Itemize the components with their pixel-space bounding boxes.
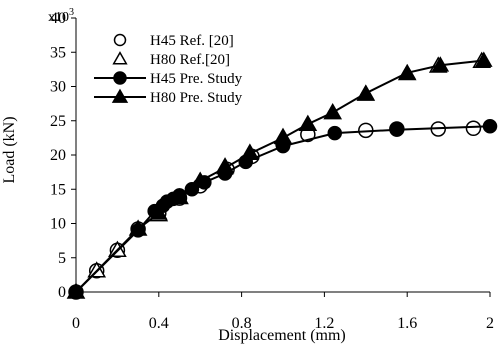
data-point [465, 120, 482, 137]
data-point [241, 144, 259, 160]
data-point [299, 115, 317, 131]
x-tick-label: 2 [486, 315, 494, 332]
legend-entry-1: H80 Ref.[20] [112, 51, 230, 68]
y-tick-label: 10 [50, 216, 66, 233]
legend-marker [111, 88, 129, 103]
data-point [482, 118, 498, 134]
series-line [75, 59, 484, 293]
legend-entry-2: H45 Pre. Study [94, 71, 243, 87]
series-1 [66, 51, 492, 299]
y-tick-label: 20 [50, 147, 66, 164]
data-point [150, 204, 168, 220]
legend-marker [113, 71, 127, 85]
data-point [327, 125, 342, 141]
data-point [191, 172, 209, 188]
legend-marker [112, 51, 128, 65]
y-tick-label: 5 [58, 250, 66, 267]
legend-entry-0: H45 Ref. [20] [113, 33, 234, 49]
x-tick-label: 0 [72, 315, 80, 332]
series-2 [68, 118, 498, 300]
legend-label: H80 Pre. Study [150, 90, 243, 106]
legend-label: H80 Ref.[20] [150, 52, 230, 68]
data-point [431, 56, 450, 72]
y-tick-label: 30 [50, 79, 66, 96]
data-point [357, 84, 375, 100]
axes: 0 5 10 15 20 25 30 35 40 0 0.4 0.8 1.2 1.6 2 [50, 10, 494, 332]
legend-label: H45 Pre. Study [150, 71, 243, 87]
legend-entry-3: H80 Pre. Study [94, 88, 243, 106]
data-point [389, 122, 405, 137]
data-point [67, 283, 85, 299]
data-point [170, 188, 189, 204]
x-tick-label: 1.6 [397, 315, 417, 332]
x-tick-label: 1.2 [314, 315, 334, 332]
y-multiplier-exponent: 3 [69, 7, 74, 18]
x-axis-title: Displacement (mm) [218, 327, 346, 344]
legend-marker [113, 33, 127, 47]
data-point [398, 63, 416, 80]
y-tick-label: 40 [50, 10, 66, 27]
data-point [323, 103, 342, 119]
data-point [475, 51, 493, 67]
series-0 [68, 120, 482, 300]
data-point [129, 219, 147, 236]
series-3 [67, 51, 493, 299]
legend-label: H45 Ref. [20] [150, 33, 234, 49]
x-tick-label: 0.8 [232, 315, 252, 332]
legend: H45 Ref. [20] H80 Ref.[20] H45 Pre. Study H… [94, 33, 243, 106]
x-tick-label: 0.4 [149, 315, 169, 332]
series-layer [66, 51, 498, 300]
y-tick-label: 0 [58, 284, 66, 301]
y-multiplier-base: x10 [48, 10, 69, 25]
y-axis-title: Load (kN) [1, 116, 18, 183]
y-multiplier: x103 [48, 7, 74, 25]
y-tick-label: 35 [50, 44, 66, 61]
y-tick-label: 15 [50, 181, 66, 198]
y-tick-label: 25 [50, 113, 66, 130]
data-point [216, 159, 234, 175]
data-point [274, 128, 292, 145]
